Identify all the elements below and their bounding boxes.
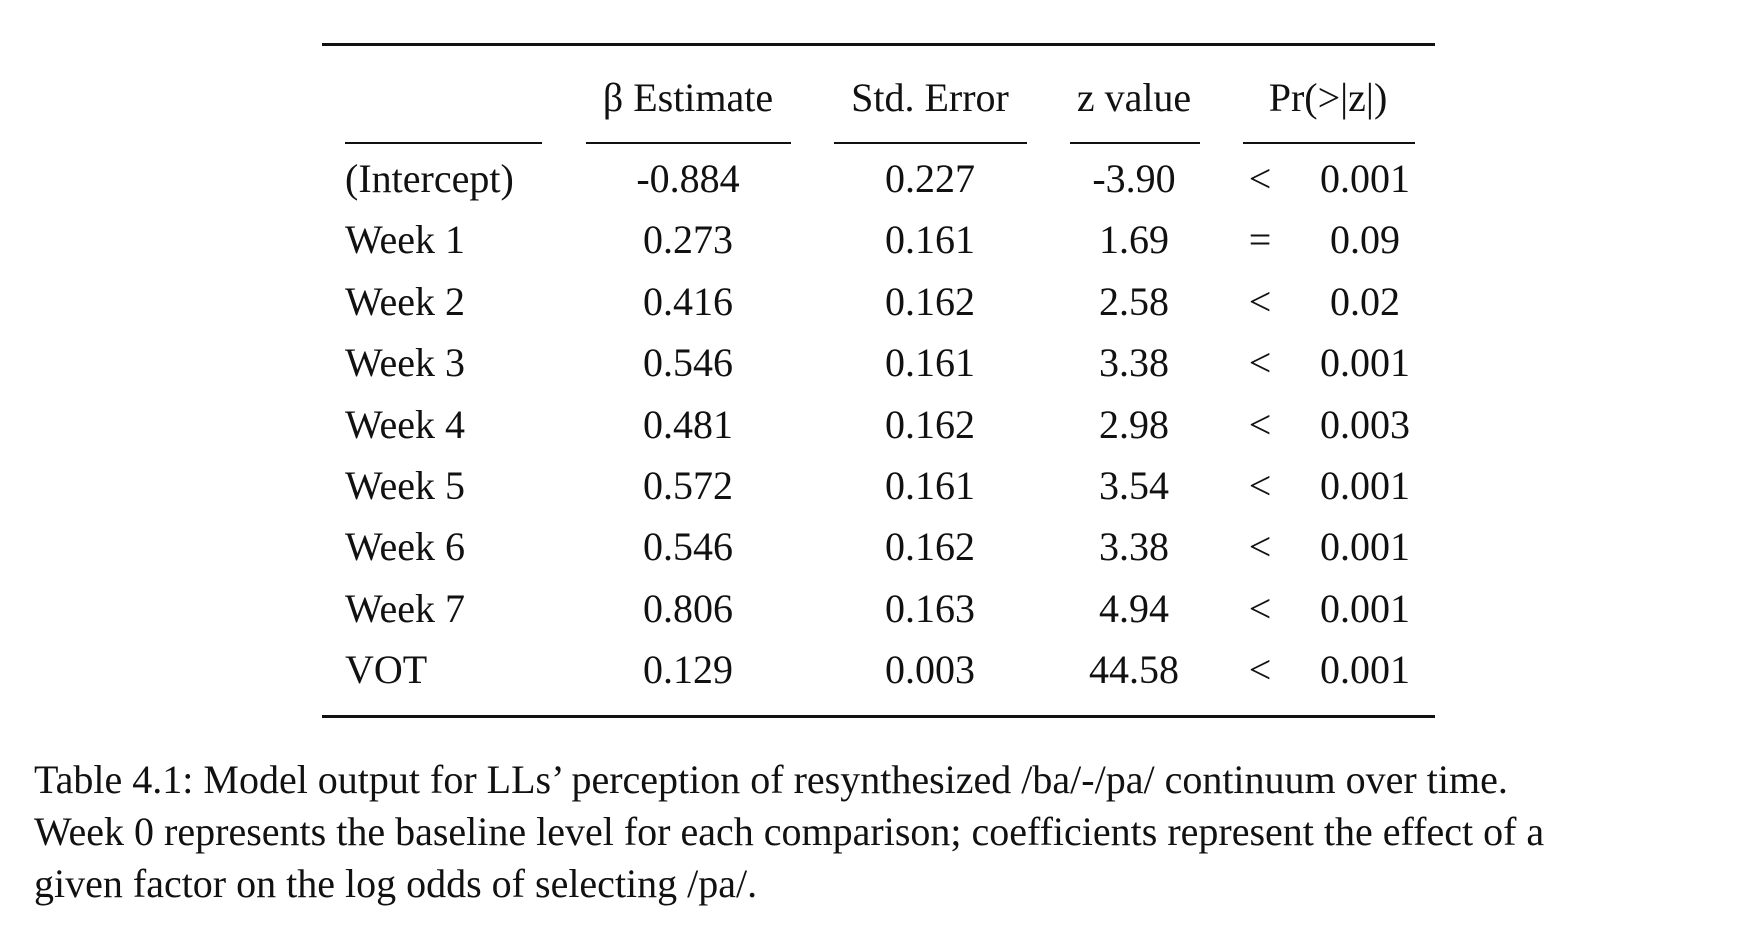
cell: 0.806 [643, 585, 733, 631]
comparator: < [1248, 647, 1272, 693]
cell: 0.227 [885, 156, 975, 201]
cell: 0.161 [885, 217, 975, 263]
top-rule [322, 43, 1435, 46]
cell: -3.90 [1092, 156, 1176, 201]
row-label: Week 2 [345, 278, 466, 324]
cell: 0.273 [643, 217, 733, 263]
header-rule [1070, 142, 1200, 144]
cell: 2.98 [1099, 401, 1169, 447]
cell: 1.69 [1099, 217, 1169, 263]
cell: 0.09 [1330, 217, 1400, 263]
cell: 0.02 [1330, 278, 1400, 324]
cell: 0.546 [643, 340, 733, 386]
cell: 0.162 [885, 278, 975, 324]
comparator: < [1248, 278, 1272, 324]
header-rule [834, 142, 1027, 144]
cell: 3.38 [1099, 340, 1169, 386]
cell: 0.161 [885, 463, 975, 508]
cell: 0.416 [643, 278, 733, 324]
comparator: < [1248, 524, 1272, 570]
caption-line: given factor on the log odds of selectin… [34, 861, 758, 906]
caption-line: Week 0 represents the baseline level for… [34, 809, 1545, 854]
cell: 0.001 [1320, 340, 1410, 386]
comparator: = [1248, 217, 1272, 263]
cell: 3.38 [1099, 524, 1169, 570]
cell: 0.001 [1320, 647, 1410, 693]
cell: 0.003 [885, 647, 975, 693]
comparator: < [1248, 156, 1272, 201]
cell: -0.884 [636, 156, 740, 201]
bottom-rule [322, 715, 1435, 718]
row-label: Week 6 [345, 524, 466, 570]
comparator: < [1248, 401, 1272, 447]
header-rule [1243, 142, 1415, 144]
comparator: < [1248, 340, 1272, 386]
cell: 0.162 [885, 401, 975, 447]
caption-line: Table 4.1: Model output for LLs’ percept… [34, 757, 1508, 802]
cell: 0.001 [1320, 156, 1410, 201]
column-header: Pr(>|z|) [1268, 75, 1388, 120]
cell: 4.94 [1099, 585, 1169, 631]
row-label: Week 1 [345, 217, 466, 263]
cell: 0.546 [643, 524, 733, 570]
header-rule [345, 142, 542, 144]
cell: 0.162 [885, 524, 975, 570]
header-rule [586, 142, 791, 144]
cell: 0.001 [1320, 524, 1410, 570]
comparator: < [1248, 463, 1272, 508]
cell: 0.129 [643, 647, 733, 693]
column-header: β Estimate [602, 75, 774, 120]
cell: 0.001 [1320, 463, 1410, 508]
cell: 0.572 [643, 463, 733, 508]
cell: 0.003 [1320, 401, 1410, 447]
row-label: VOT [345, 647, 428, 693]
comparator: < [1248, 585, 1272, 631]
cell: 0.163 [885, 585, 975, 631]
column-header: z value [1076, 75, 1192, 120]
cell: 44.58 [1089, 647, 1179, 693]
cell: 0.001 [1320, 585, 1410, 631]
row-label: Week 4 [345, 401, 466, 447]
cell: 3.54 [1099, 463, 1169, 508]
cell: 2.58 [1099, 278, 1169, 324]
cell: 0.161 [885, 340, 975, 386]
row-label: Week 5 [345, 463, 466, 508]
row-label: (Intercept) [345, 156, 514, 201]
column-header: Std. Error [851, 75, 1009, 120]
row-label: Week 3 [345, 340, 466, 386]
cell: 0.481 [643, 401, 733, 447]
row-label: Week 7 [345, 585, 466, 631]
